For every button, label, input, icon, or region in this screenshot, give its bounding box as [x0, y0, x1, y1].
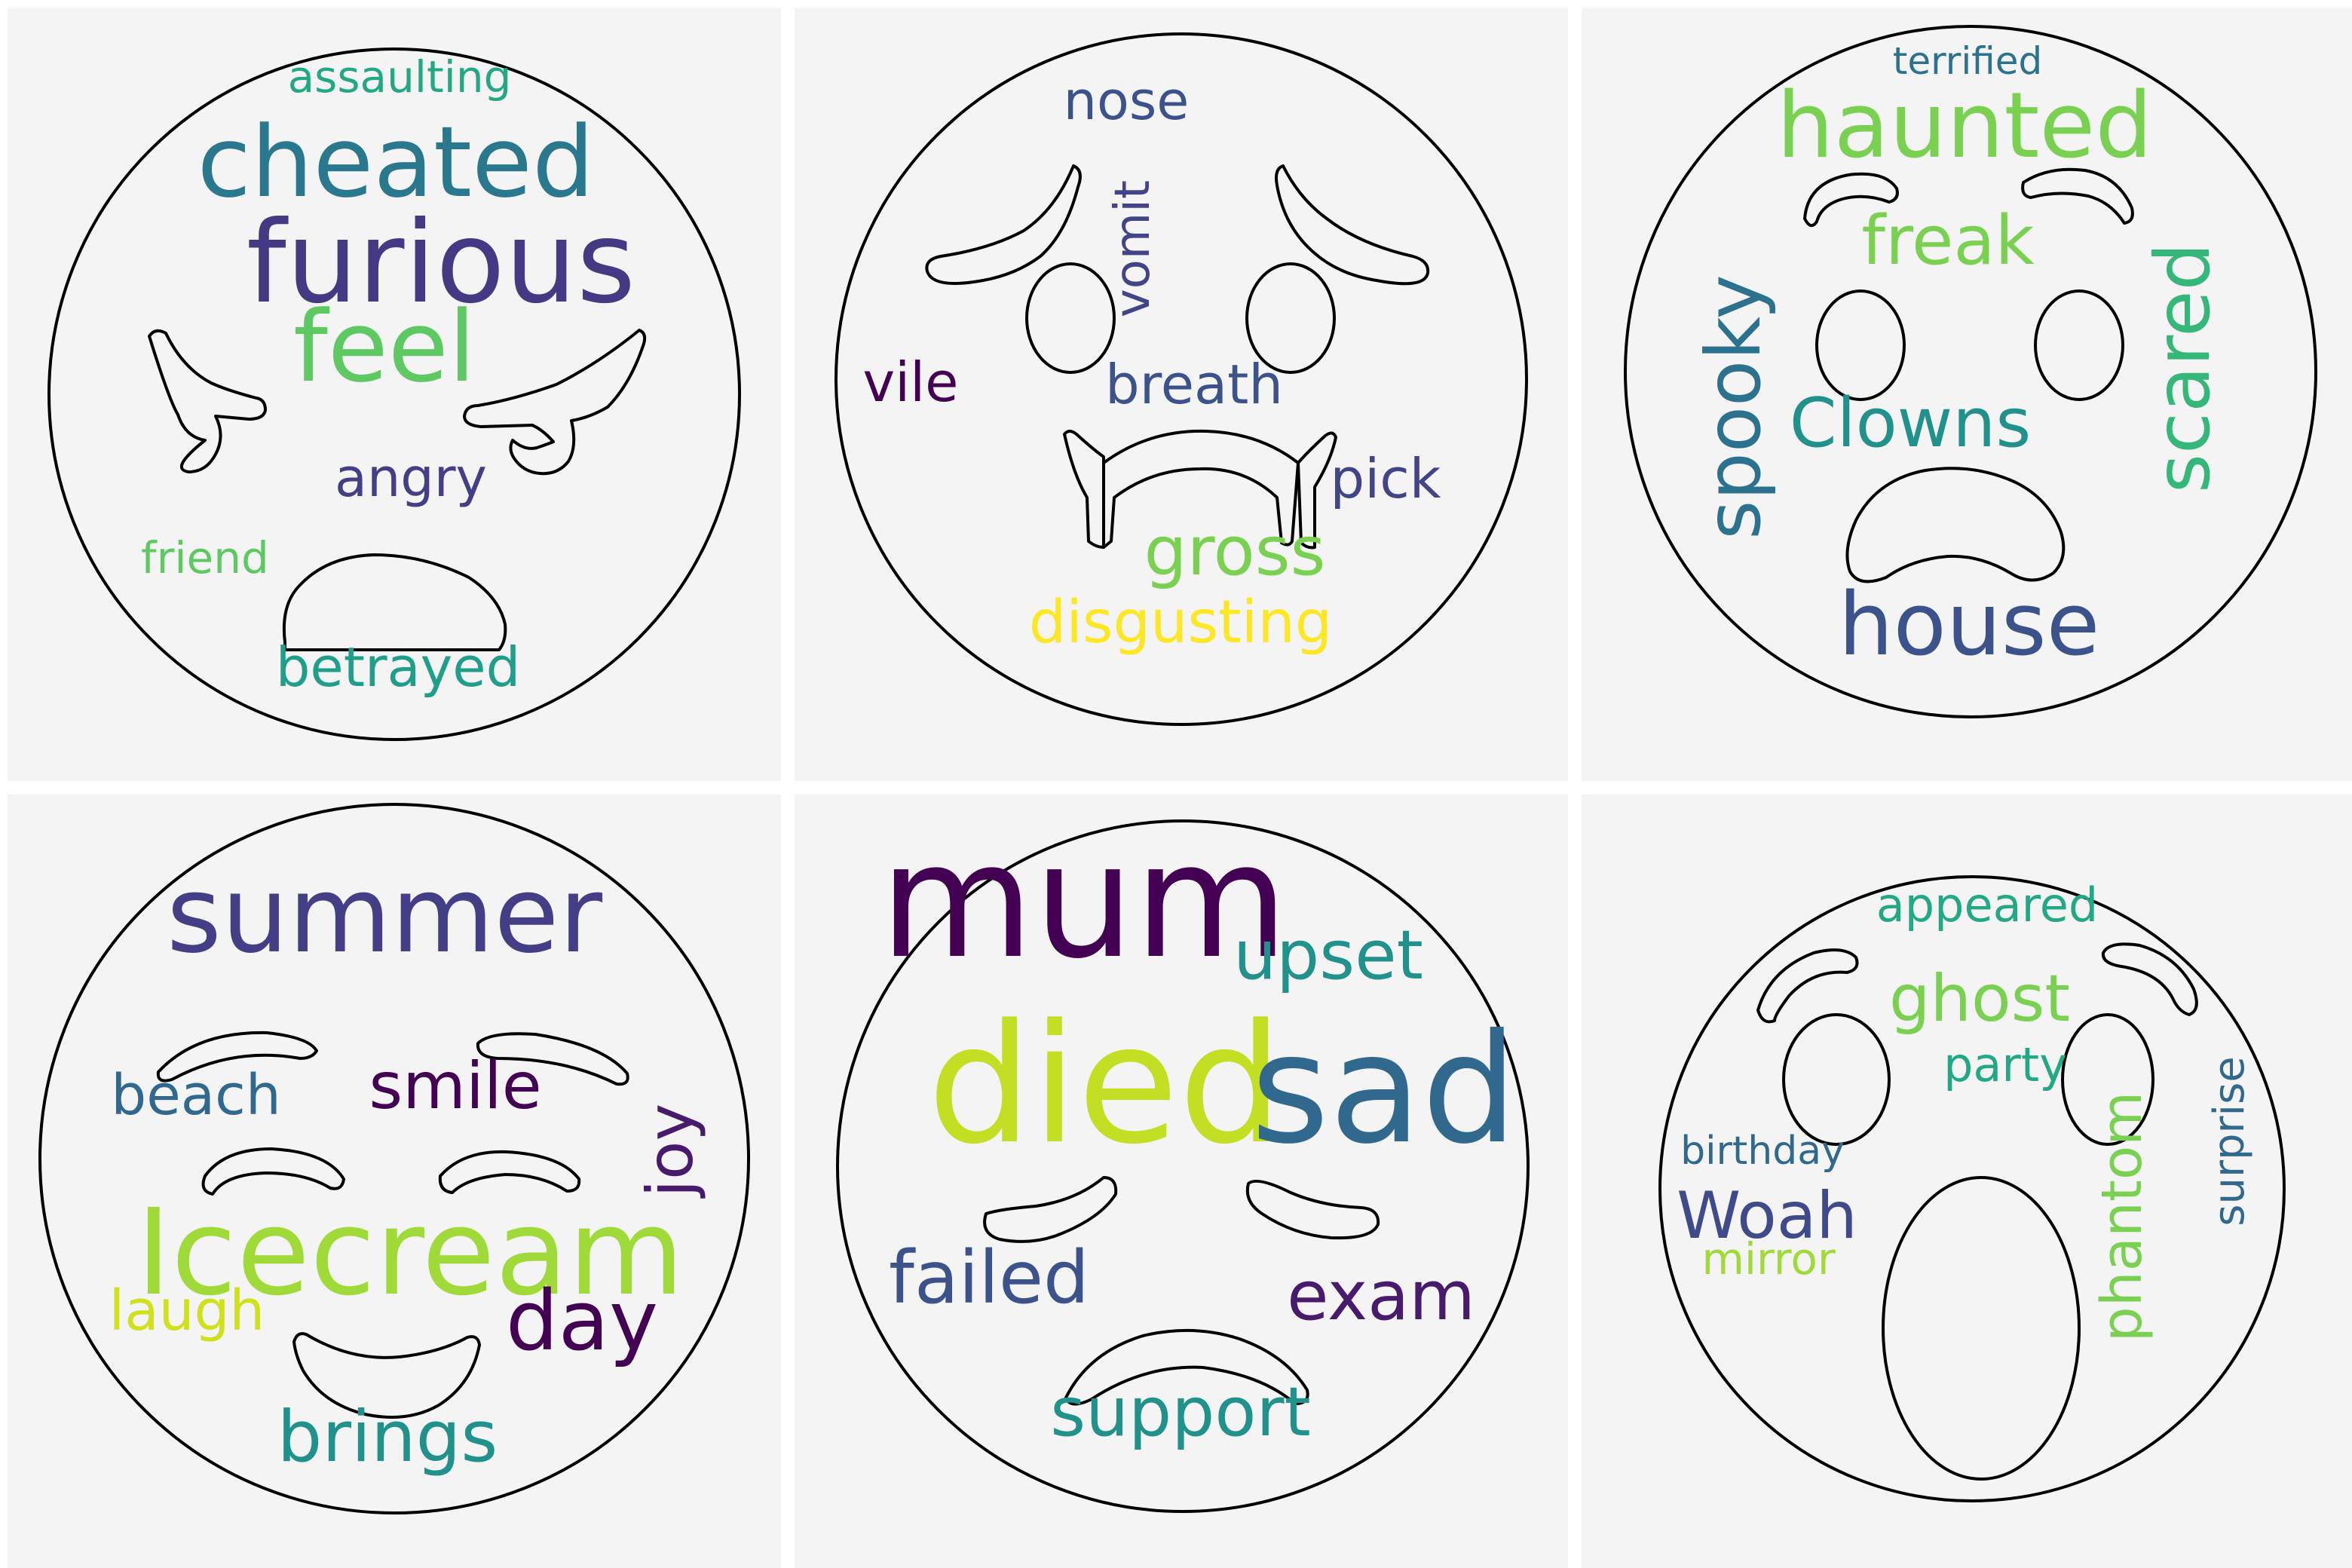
- joy-face-svg: summer beach smile joy Icecream laugh da…: [38, 803, 750, 1514]
- surprise-face-icon: [1658, 875, 2286, 1502]
- word-friend: friend: [141, 532, 269, 583]
- word-summer: summer: [167, 854, 603, 977]
- word-spooky: spooky: [1689, 274, 1778, 539]
- word-clowns: Clowns: [1790, 384, 2031, 463]
- word-feel: feel: [293, 289, 476, 404]
- word-pick: pick: [1331, 447, 1441, 510]
- word-surprise: surprise: [2205, 1056, 2254, 1226]
- word-woah: Woah: [1677, 1178, 1857, 1254]
- sadness-face-icon: [836, 819, 1530, 1513]
- anger-face-svg: assaulting cheated furious feel angry fr…: [47, 47, 741, 741]
- word-disgusting: disgusting: [1029, 589, 1333, 657]
- word-nose: nose: [1064, 70, 1190, 132]
- word-house: house: [1839, 574, 2100, 675]
- word-terrified: terrified: [1893, 39, 2043, 83]
- disgust-face-icon: [835, 32, 1528, 726]
- wordcloud-sadness-panel: mum upset died sad failed exam support: [795, 795, 1568, 1568]
- word-angry: angry: [335, 447, 487, 509]
- wordcloud-fear-panel: terrified haunted freak scared spooky Cl…: [1582, 8, 2352, 781]
- word-sad: sad: [1251, 1002, 1517, 1178]
- word-support: support: [1050, 1373, 1311, 1452]
- word-cheated: cheated: [198, 105, 595, 219]
- word-vile: vile: [863, 351, 959, 414]
- word-vomit: vomit: [1105, 180, 1161, 317]
- word-laugh: laugh: [109, 1279, 265, 1343]
- word-day: day: [506, 1272, 658, 1369]
- word-icecream: Icecream: [136, 1184, 684, 1322]
- word-beach: beach: [111, 1063, 280, 1128]
- wordcloud-surprise-panel: appeared ghost party birthday surprise W…: [1582, 795, 2352, 1568]
- word-party: party: [1943, 1037, 2067, 1092]
- wordcloud-joy-panel: summer beach smile joy Icecream laugh da…: [8, 795, 781, 1568]
- wordcloud-disgust-panel: nose vomit vile breath pick gross disgus…: [795, 8, 1568, 781]
- word-betrayed: betrayed: [276, 635, 521, 699]
- word-mum: mum: [880, 809, 1288, 994]
- word-exam: exam: [1287, 1257, 1475, 1336]
- surprise-face-svg: appeared ghost party birthday surprise W…: [1658, 875, 2286, 1502]
- word-assaulting: assaulting: [288, 51, 512, 103]
- word-breath: breath: [1105, 353, 1283, 416]
- word-appeared: appeared: [1876, 877, 2098, 933]
- wordcloud-anger-panel: assaulting cheated furious feel angry fr…: [8, 8, 781, 781]
- word-ghost: ghost: [1889, 961, 2070, 1037]
- word-upset: upset: [1233, 916, 1423, 995]
- word-freak: freak: [1861, 201, 2034, 280]
- fear-face-icon: [1624, 25, 2317, 718]
- word-died: died: [927, 990, 1282, 1181]
- word-mirror: mirror: [1701, 1233, 1835, 1285]
- word-smile: smile: [369, 1049, 541, 1124]
- word-failed: failed: [889, 1236, 1089, 1320]
- word-furious: furious: [247, 198, 635, 329]
- disgust-face-svg: nose vomit vile breath pick gross disgus…: [835, 32, 1528, 726]
- joy-face-icon: [38, 803, 750, 1514]
- sadness-face-svg: mum upset died sad failed exam support: [836, 809, 1530, 1513]
- word-brings: brings: [277, 1396, 498, 1478]
- word-haunted: haunted: [1777, 74, 2153, 179]
- word-gross: gross: [1144, 512, 1326, 591]
- word-scared: scared: [2139, 243, 2227, 493]
- word-joy: joy: [633, 1104, 707, 1199]
- word-birthday: birthday: [1680, 1129, 1845, 1174]
- anger-face-icon: [47, 47, 741, 741]
- fear-face-svg: terrified haunted freak scared spooky Cl…: [1624, 25, 2317, 718]
- word-phantom: phantom: [2090, 1092, 2154, 1343]
